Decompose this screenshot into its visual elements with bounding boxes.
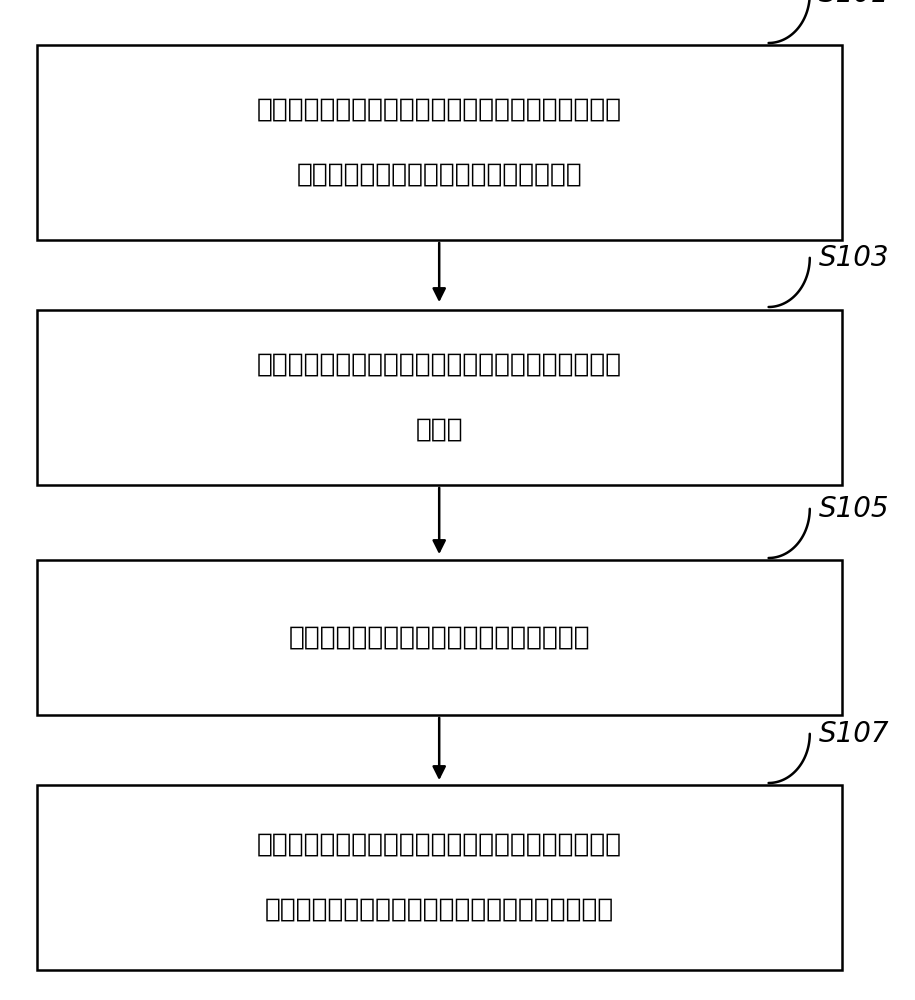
Bar xyxy=(37,785,842,970)
Text: S103: S103 xyxy=(819,244,889,272)
Bar xyxy=(37,560,842,715)
Text: 根据打包命令修改源代码中的源文件，得到修改后的: 根据打包命令修改源代码中的源文件，得到修改后的 xyxy=(256,352,622,378)
Text: 包文件和配置文件进行打包，得到打包后的开发包: 包文件和配置文件进行打包，得到打包后的开发包 xyxy=(264,897,614,923)
Text: S105: S105 xyxy=(819,495,889,523)
Text: S101: S101 xyxy=(819,0,889,8)
Bar xyxy=(37,310,842,485)
Text: 获取目标开发包文件对应的配置文件，并对目标开发: 获取目标开发包文件对应的配置文件，并对目标开发 xyxy=(256,832,622,858)
Text: 编译修改后的源代码，得到目标开发包文件: 编译修改后的源代码，得到目标开发包文件 xyxy=(288,624,590,650)
Text: 根据接收到的打包命令，查询待打包开发包对应的源: 根据接收到的打包命令，查询待打包开发包对应的源 xyxy=(256,97,622,123)
Text: 源代码: 源代码 xyxy=(415,417,463,443)
Bar xyxy=(37,45,842,240)
Text: 代码库，获取待打包开发包对应的源代码: 代码库，获取待打包开发包对应的源代码 xyxy=(296,162,582,188)
Text: S107: S107 xyxy=(819,720,889,748)
